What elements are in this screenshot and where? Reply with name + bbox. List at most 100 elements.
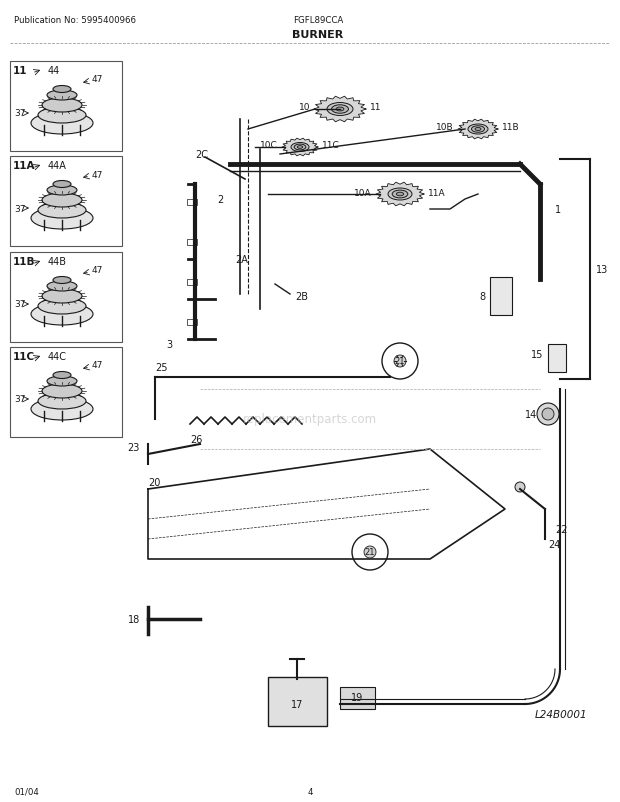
Text: 47: 47 [92, 170, 104, 180]
Text: 10: 10 [298, 103, 310, 112]
Text: 24: 24 [548, 539, 560, 549]
Ellipse shape [392, 191, 408, 199]
Ellipse shape [42, 99, 82, 113]
Text: 14: 14 [525, 410, 537, 419]
Text: 18: 18 [128, 614, 140, 624]
Ellipse shape [53, 372, 71, 379]
Text: 3: 3 [166, 339, 172, 350]
Text: 44C: 44C [48, 351, 67, 362]
Ellipse shape [38, 203, 86, 219]
Text: 22: 22 [555, 525, 567, 534]
Text: 44B: 44B [48, 257, 67, 267]
Bar [187, 240, 197, 245]
Text: BURNER: BURNER [293, 30, 343, 40]
Text: 11: 11 [370, 103, 381, 112]
Ellipse shape [47, 282, 77, 292]
Text: 10C: 10C [260, 141, 278, 150]
Text: 47: 47 [92, 266, 104, 275]
Circle shape [515, 482, 525, 492]
Text: 21: 21 [365, 548, 375, 557]
Text: 44: 44 [48, 66, 60, 76]
Text: 11C: 11C [13, 351, 35, 362]
Text: 11B: 11B [13, 257, 35, 267]
Ellipse shape [294, 145, 306, 151]
Circle shape [352, 534, 388, 570]
Text: L24B0001: L24B0001 [535, 709, 588, 719]
Ellipse shape [327, 103, 353, 116]
Bar [340, 687, 375, 709]
Text: 25: 25 [155, 363, 167, 373]
Ellipse shape [31, 304, 93, 326]
Text: 26: 26 [190, 435, 202, 444]
Ellipse shape [298, 147, 303, 149]
Ellipse shape [31, 208, 93, 229]
Text: replacementparts.com: replacementparts.com [243, 413, 377, 426]
Ellipse shape [53, 181, 71, 188]
Text: 11A: 11A [428, 188, 446, 197]
Bar [187, 320, 197, 326]
Ellipse shape [47, 376, 77, 387]
Text: 11A: 11A [13, 160, 35, 171]
Polygon shape [376, 183, 424, 207]
Text: 47: 47 [92, 361, 104, 370]
Text: 17: 17 [291, 699, 303, 709]
Ellipse shape [396, 193, 404, 196]
Text: 11C: 11C [322, 141, 340, 150]
Ellipse shape [42, 194, 82, 208]
Ellipse shape [364, 546, 376, 558]
Ellipse shape [475, 128, 481, 132]
Text: FGFL89CCA: FGFL89CCA [293, 16, 343, 25]
Ellipse shape [42, 384, 82, 399]
Text: 13: 13 [596, 265, 608, 274]
Text: 4: 4 [308, 787, 312, 796]
Ellipse shape [468, 125, 488, 135]
Ellipse shape [31, 113, 93, 135]
Ellipse shape [31, 399, 93, 420]
Polygon shape [314, 97, 366, 123]
Bar [187, 280, 197, 286]
Circle shape [382, 343, 418, 379]
Bar [548, 345, 566, 373]
Text: 01/04: 01/04 [14, 787, 39, 796]
Text: 20: 20 [148, 477, 161, 488]
Text: 37: 37 [14, 109, 25, 119]
Bar [10, 253, 122, 342]
Text: 44A: 44A [48, 160, 67, 171]
Text: 10A: 10A [355, 188, 372, 197]
Ellipse shape [332, 106, 348, 114]
Text: 21: 21 [395, 357, 405, 366]
Polygon shape [458, 120, 498, 140]
Text: Publication No: 5995400966: Publication No: 5995400966 [14, 16, 136, 25]
Bar [10, 157, 122, 247]
Ellipse shape [38, 107, 86, 124]
Text: 37: 37 [14, 205, 25, 213]
Ellipse shape [38, 394, 86, 410]
Polygon shape [282, 139, 318, 156]
Ellipse shape [53, 277, 71, 284]
Text: 2A: 2A [235, 255, 248, 265]
Text: 11B: 11B [502, 124, 520, 132]
Ellipse shape [394, 355, 406, 367]
Text: 2: 2 [218, 195, 224, 205]
Text: 10B: 10B [436, 124, 454, 132]
Bar [10, 347, 122, 437]
Text: 37: 37 [14, 395, 25, 404]
Ellipse shape [47, 186, 77, 196]
Ellipse shape [47, 91, 77, 101]
Text: 2B: 2B [295, 292, 308, 302]
Ellipse shape [53, 87, 71, 93]
Ellipse shape [291, 144, 309, 152]
Text: 15: 15 [531, 350, 543, 359]
Text: 2C: 2C [195, 150, 208, 160]
Text: 23: 23 [128, 443, 140, 452]
FancyBboxPatch shape [268, 677, 327, 726]
Text: 1: 1 [555, 205, 561, 215]
Ellipse shape [388, 188, 412, 200]
Text: 19: 19 [351, 692, 363, 702]
Ellipse shape [537, 403, 559, 426]
Ellipse shape [42, 290, 82, 304]
Ellipse shape [471, 127, 484, 133]
Ellipse shape [542, 408, 554, 420]
Ellipse shape [336, 108, 344, 111]
Text: 37: 37 [14, 300, 25, 309]
